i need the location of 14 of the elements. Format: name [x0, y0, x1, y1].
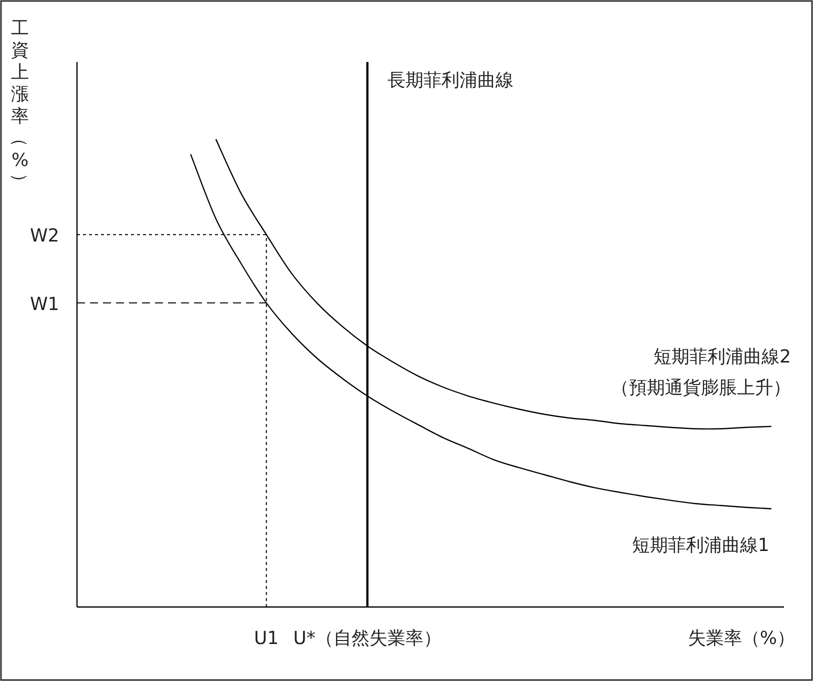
y-ref-label: W2 [30, 226, 60, 247]
x-tick-label: U*（自然失業率） [293, 628, 442, 649]
x-tick-label: U1 [254, 628, 279, 649]
x-title: 失業率（%） [688, 628, 795, 649]
y-title: 上 [11, 62, 29, 83]
y-title: ） [9, 173, 30, 191]
y-title: 漲 [11, 84, 29, 105]
y-title: 率 [11, 106, 29, 127]
y-title: % [11, 150, 29, 171]
ref-label: 長期菲利浦曲線 [387, 70, 514, 91]
y-title: 工 [11, 18, 29, 39]
y-title: 資 [11, 40, 29, 61]
y-title: （ [9, 129, 30, 147]
y-ref-label: W1 [30, 294, 60, 315]
